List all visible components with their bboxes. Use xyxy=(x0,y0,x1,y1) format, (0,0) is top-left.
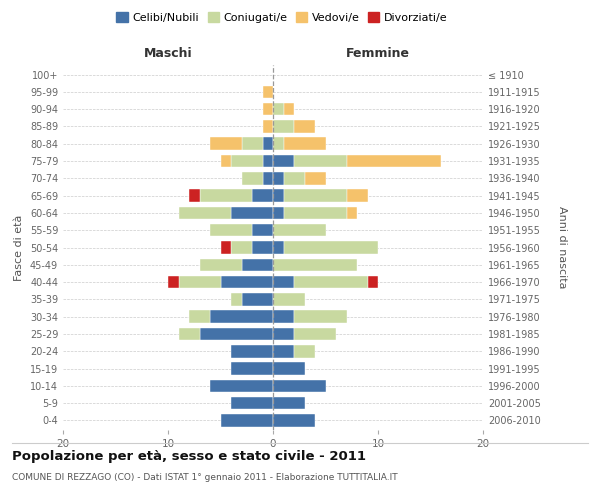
Bar xyxy=(210,224,252,236)
Bar xyxy=(231,242,252,254)
Bar xyxy=(179,206,231,219)
Bar xyxy=(294,328,336,340)
Bar xyxy=(273,190,284,202)
Bar xyxy=(221,414,273,426)
Bar xyxy=(294,120,315,132)
Bar xyxy=(199,258,241,271)
Bar xyxy=(199,328,273,340)
Bar xyxy=(273,328,294,340)
Bar xyxy=(252,224,273,236)
Bar xyxy=(231,345,273,358)
Bar xyxy=(263,155,273,167)
Bar xyxy=(221,276,273,288)
Text: COMUNE DI REZZAGO (CO) - Dati ISTAT 1° gennaio 2011 - Elaborazione TUTTITALIA.IT: COMUNE DI REZZAGO (CO) - Dati ISTAT 1° g… xyxy=(12,472,398,482)
Bar xyxy=(263,138,273,150)
Bar xyxy=(241,258,273,271)
Bar xyxy=(273,397,305,409)
Bar xyxy=(273,224,325,236)
Bar xyxy=(284,103,294,116)
Bar xyxy=(294,276,367,288)
Bar xyxy=(168,276,179,288)
Bar xyxy=(179,276,221,288)
Bar xyxy=(231,397,273,409)
Bar xyxy=(347,155,441,167)
Bar xyxy=(273,155,294,167)
Bar xyxy=(305,172,325,184)
Bar xyxy=(273,276,294,288)
Bar xyxy=(273,293,305,306)
Text: Femmine: Femmine xyxy=(346,47,410,60)
Bar xyxy=(231,362,273,375)
Bar xyxy=(294,310,347,323)
Bar xyxy=(284,242,378,254)
Text: Maschi: Maschi xyxy=(143,47,193,60)
Bar xyxy=(231,206,273,219)
Bar xyxy=(210,310,273,323)
Bar xyxy=(189,310,210,323)
Y-axis label: Anni di nascita: Anni di nascita xyxy=(557,206,568,289)
Bar xyxy=(241,293,273,306)
Bar xyxy=(263,120,273,132)
Bar xyxy=(179,328,199,340)
Bar xyxy=(273,138,284,150)
Bar xyxy=(294,345,315,358)
Bar xyxy=(284,172,305,184)
Bar xyxy=(273,414,315,426)
Bar xyxy=(210,380,273,392)
Bar xyxy=(263,172,273,184)
Bar xyxy=(273,172,284,184)
Bar xyxy=(199,190,252,202)
Bar xyxy=(284,206,347,219)
Bar xyxy=(231,155,263,167)
Bar xyxy=(252,242,273,254)
Bar xyxy=(252,190,273,202)
Bar xyxy=(263,103,273,116)
Bar xyxy=(367,276,378,288)
Bar xyxy=(284,190,347,202)
Bar xyxy=(273,380,325,392)
Bar xyxy=(263,86,273,98)
Bar xyxy=(347,190,367,202)
Bar xyxy=(221,242,231,254)
Bar xyxy=(189,190,199,202)
Y-axis label: Fasce di età: Fasce di età xyxy=(14,214,24,280)
Text: Popolazione per età, sesso e stato civile - 2011: Popolazione per età, sesso e stato civil… xyxy=(12,450,366,463)
Bar xyxy=(241,138,263,150)
Bar xyxy=(221,155,231,167)
Bar xyxy=(273,103,284,116)
Legend: Celibi/Nubili, Coniugati/e, Vedovi/e, Divorziati/e: Celibi/Nubili, Coniugati/e, Vedovi/e, Di… xyxy=(112,8,452,28)
Bar xyxy=(347,206,357,219)
Bar xyxy=(294,155,347,167)
Bar xyxy=(284,138,325,150)
Bar xyxy=(273,362,305,375)
Bar xyxy=(273,310,294,323)
Bar xyxy=(241,172,263,184)
Bar xyxy=(273,345,294,358)
Bar xyxy=(273,242,284,254)
Bar xyxy=(273,206,284,219)
Bar xyxy=(273,258,357,271)
Bar xyxy=(231,293,241,306)
Bar xyxy=(273,120,294,132)
Bar xyxy=(210,138,241,150)
